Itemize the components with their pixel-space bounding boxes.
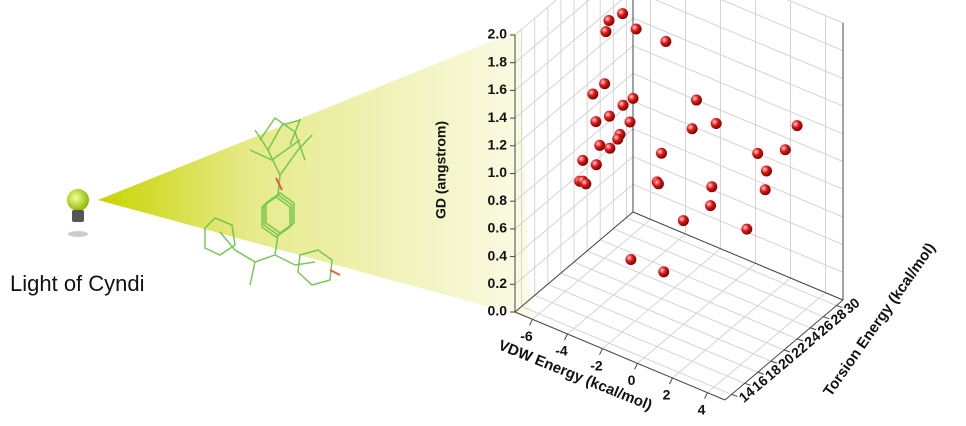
data-point <box>603 14 615 26</box>
grid-line <box>534 294 745 384</box>
data-point <box>599 78 611 90</box>
grid-line <box>632 156 844 246</box>
z-tick-label: 1.4 <box>488 109 508 125</box>
data-point <box>617 8 629 20</box>
tick-mark <box>704 392 708 399</box>
tick-mark <box>669 377 673 385</box>
data-point <box>604 142 616 154</box>
data-point <box>677 215 689 227</box>
axis-edge <box>514 311 726 401</box>
data-point <box>652 178 664 190</box>
data-point <box>686 123 698 135</box>
x-tick-label: 0 <box>628 372 636 388</box>
tick-mark <box>599 348 603 355</box>
z-tick-label: 0.2 <box>488 275 508 291</box>
grid-line <box>632 73 844 162</box>
data-point <box>612 133 624 145</box>
grid-line <box>573 261 785 351</box>
tick-mark <box>770 360 778 364</box>
z-tick-label: 0.4 <box>488 247 508 263</box>
grid-line <box>613 228 824 318</box>
z-tick-label: 2.0 <box>488 26 508 42</box>
light-bulb <box>67 189 89 237</box>
data-point <box>741 223 753 235</box>
data-point <box>577 154 589 166</box>
data-point <box>706 181 718 193</box>
data-point <box>603 110 615 122</box>
axis-edge <box>514 211 634 313</box>
tick-mark <box>731 393 738 397</box>
z-tick-label: 0.6 <box>488 220 508 236</box>
light-cone <box>98 30 530 318</box>
data-point <box>759 184 771 196</box>
tick-mark <box>564 333 568 341</box>
tick-mark <box>757 371 764 375</box>
grid-line <box>720 0 844 52</box>
data-point <box>760 165 772 177</box>
z-axis-label: GD (angstrom) <box>433 121 449 219</box>
grid-line <box>632 183 844 273</box>
data-point <box>580 178 592 190</box>
grid-line <box>632 100 844 190</box>
z-tick-label: 0.0 <box>488 303 508 319</box>
data-point <box>710 118 722 130</box>
data-point <box>705 200 716 212</box>
data-point <box>791 120 803 132</box>
data-point <box>594 139 606 151</box>
data-point <box>590 159 602 171</box>
z-tick-label: 1.0 <box>488 164 508 180</box>
molecule <box>204 116 333 286</box>
data-point <box>752 147 764 159</box>
tick-mark <box>634 363 638 370</box>
grid-line <box>632 128 844 218</box>
annotation: Light of Cyndi <box>10 271 145 296</box>
data-point <box>656 147 667 159</box>
data-point <box>690 94 702 106</box>
data-point <box>660 36 672 48</box>
z-tick-label: 1.8 <box>488 53 508 69</box>
grid-line <box>654 0 844 79</box>
grid-line <box>786 0 844 24</box>
grid-line <box>560 272 772 362</box>
x-tick-label: 2 <box>663 387 671 403</box>
z-tick-label: 0.8 <box>488 192 508 208</box>
data-point <box>590 116 602 128</box>
x-tick-label: -2 <box>590 357 603 373</box>
x-tick-label: -4 <box>555 343 568 359</box>
grid-line <box>521 305 732 395</box>
grid-line <box>632 17 844 107</box>
z-tick-label: 1.6 <box>488 81 508 97</box>
molecule-highlight <box>275 177 341 276</box>
data-point <box>779 144 791 156</box>
grid-line <box>600 239 811 329</box>
x-tick-label: 4 <box>698 401 706 417</box>
grid-line <box>626 217 837 307</box>
z-tick-label: 1.2 <box>488 137 508 153</box>
grid-line <box>547 283 758 373</box>
grid-line <box>586 250 798 340</box>
tick-mark <box>783 349 791 353</box>
data-point <box>627 92 639 104</box>
tick-mark <box>796 338 804 342</box>
data-point <box>617 99 629 111</box>
data-point <box>658 266 670 278</box>
grid-line <box>632 45 844 135</box>
data-point <box>587 88 599 100</box>
data-point <box>625 253 637 265</box>
axis-edge <box>632 211 844 301</box>
data-point <box>600 26 612 38</box>
tick-mark <box>529 319 533 326</box>
x-tick-label: -6 <box>520 328 533 344</box>
data-point <box>630 23 642 35</box>
data-point <box>624 116 636 128</box>
tick-mark <box>744 382 751 386</box>
tick-mark <box>836 305 843 309</box>
tick-mark <box>810 327 817 331</box>
tick-mark <box>823 316 830 320</box>
